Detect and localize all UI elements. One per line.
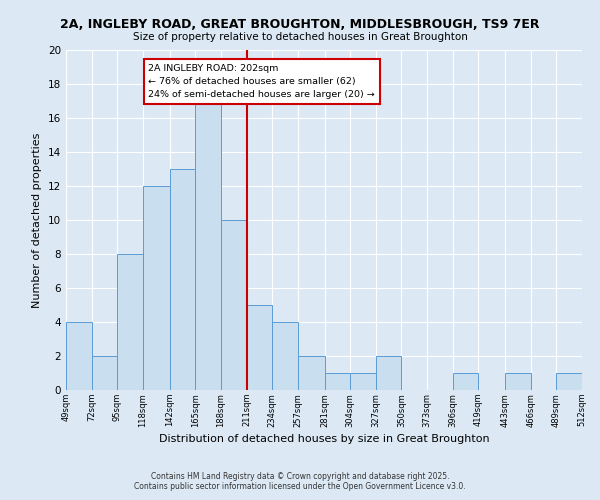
Bar (117, 254, 143, 390)
Text: Contains HM Land Registry data © Crown copyright and database right 2025.: Contains HM Land Registry data © Crown c… (151, 472, 449, 481)
Bar (247, 305, 272, 390)
Bar (556, 373, 582, 390)
Bar (170, 169, 195, 390)
Text: Contains public sector information licensed under the Open Government Licence v3: Contains public sector information licen… (134, 482, 466, 491)
Bar (221, 220, 247, 390)
Bar (505, 373, 531, 390)
Bar (350, 373, 376, 390)
Bar (195, 101, 221, 390)
Bar (453, 373, 478, 390)
Bar (298, 356, 325, 390)
Bar (143, 186, 170, 390)
Text: 2A INGLEBY ROAD: 202sqm
← 76% of detached houses are smaller (62)
24% of semi-de: 2A INGLEBY ROAD: 202sqm ← 76% of detache… (148, 64, 375, 99)
Y-axis label: Number of detached properties: Number of detached properties (32, 132, 43, 308)
Text: Size of property relative to detached houses in Great Broughton: Size of property relative to detached ho… (133, 32, 467, 42)
Bar (272, 322, 298, 390)
Bar (376, 356, 401, 390)
Text: 2A, INGLEBY ROAD, GREAT BROUGHTON, MIDDLESBROUGH, TS9 7ER: 2A, INGLEBY ROAD, GREAT BROUGHTON, MIDDL… (60, 18, 540, 30)
X-axis label: Distribution of detached houses by size in Great Broughton: Distribution of detached houses by size … (158, 434, 490, 444)
Bar (325, 373, 350, 390)
Bar (92, 356, 117, 390)
Bar (66, 322, 92, 390)
